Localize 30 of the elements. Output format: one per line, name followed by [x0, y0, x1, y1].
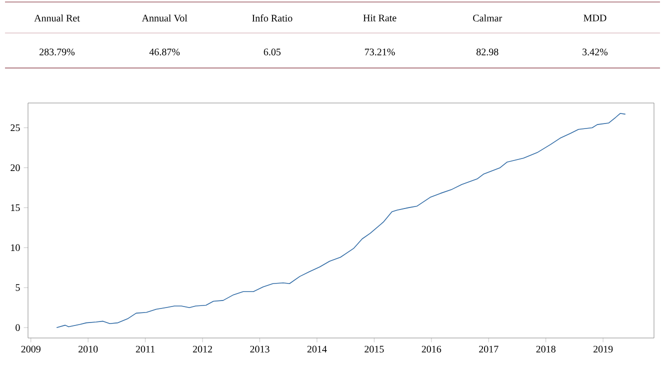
category-label: Calmar	[473, 14, 502, 22]
x-tick-label: 2017	[479, 346, 498, 353]
x-tick-label: 2010	[78, 346, 98, 353]
y-tick-label: 25	[10, 124, 20, 132]
y-tick-label: 5	[16, 284, 20, 291]
text: 46.87%	[149, 48, 180, 56]
x-tick-label: 2009	[21, 346, 40, 353]
category-label: Hit Rate	[363, 14, 396, 22]
x-tick-label: 2016	[422, 346, 442, 353]
category-label: Annual Ret	[34, 14, 80, 22]
category-label: Annual Vol	[142, 14, 188, 22]
y-tick-label: 10	[11, 244, 20, 252]
text: 6.05	[264, 48, 281, 56]
x-tick-label: 2013	[250, 346, 270, 353]
category-label: Info Ratio	[252, 14, 292, 22]
y-tick-label: 0	[16, 324, 20, 331]
x-tick-label: 2011	[136, 346, 155, 353]
category-label: MDD	[584, 14, 606, 22]
text: 3.42%	[582, 48, 608, 56]
x-tick-label: 2018	[536, 346, 556, 353]
text: 283.79%	[40, 48, 75, 56]
y-tick-label: 20	[10, 164, 20, 172]
x-tick-label: 2014	[307, 346, 327, 353]
text: 82.98	[476, 48, 498, 56]
x-tick-label: 2012	[192, 346, 212, 353]
line-series	[56, 112, 626, 328]
x-tick-label: 2015	[364, 346, 384, 353]
x-tick-label: 2019	[594, 346, 613, 353]
y-tick-label: 15	[11, 204, 20, 212]
text: 73.21%	[365, 48, 395, 56]
